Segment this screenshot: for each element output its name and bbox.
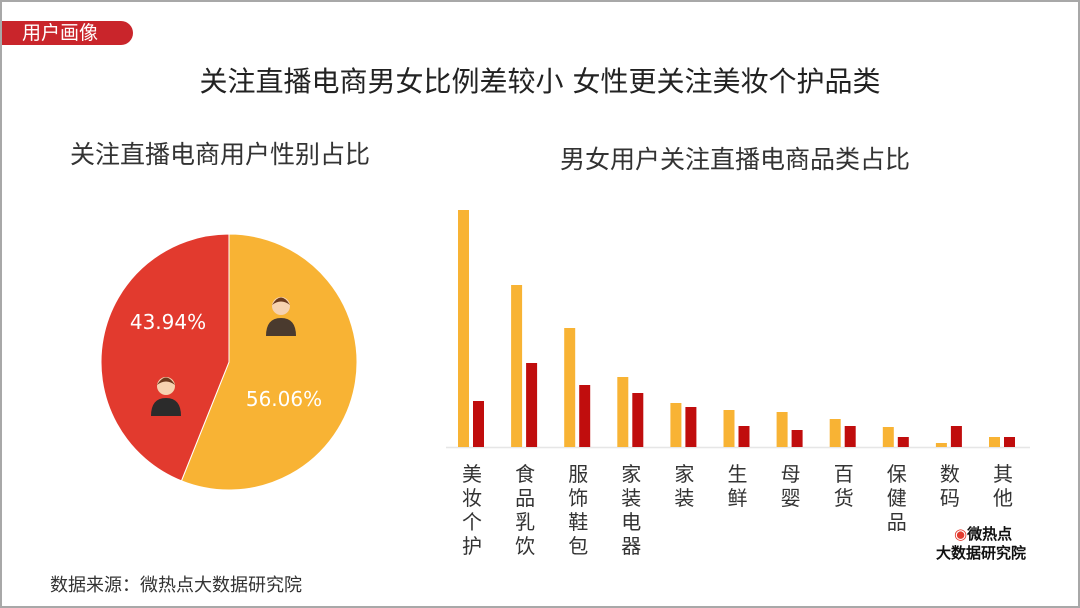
category-label: 食品乳饮 xyxy=(515,462,536,558)
bar-male-6 xyxy=(791,430,803,447)
bar-title: 男女用户关注直播电商品类占比 xyxy=(560,145,911,174)
bar-male-8 xyxy=(897,437,909,447)
bar-male-1 xyxy=(526,363,538,447)
pie-title: 关注直播电商用户性别占比 xyxy=(70,140,371,169)
category-label: 美妆个护 xyxy=(462,462,482,558)
category-label: 数码 xyxy=(939,462,960,510)
bar-male-0 xyxy=(473,401,484,447)
bar-female-7 xyxy=(829,419,841,447)
logo: ◉微热点 大数据研究院 xyxy=(936,525,1027,562)
section-tag: 用户画像 xyxy=(2,21,133,45)
category-label: 家装电器 xyxy=(621,462,642,558)
pie-slice-male xyxy=(100,233,230,482)
pie-label-female: 56.06% xyxy=(246,387,322,411)
category-label: 家装 xyxy=(674,462,695,510)
bar-female-9 xyxy=(935,443,947,447)
bar-female-3 xyxy=(617,377,629,447)
logo-line2: 大数据研究院 xyxy=(936,544,1027,562)
logo-line1: 微热点 xyxy=(967,525,1013,543)
bar-male-9 xyxy=(950,426,962,447)
page-title: 关注直播电商男女比例差较小 女性更关注美妆个护品类 xyxy=(199,65,881,98)
bar-female-1 xyxy=(511,285,523,447)
bar-male-5 xyxy=(738,426,750,447)
category-label: 保健品 xyxy=(886,462,907,534)
female-user-icon xyxy=(266,297,296,336)
category-label: 生鲜 xyxy=(727,462,748,510)
bar-female-5 xyxy=(723,410,735,447)
bar-female-6 xyxy=(776,412,788,447)
category-label: 母婴 xyxy=(780,462,801,510)
data-source: 数据来源：微热点大数据研究院 xyxy=(50,575,302,596)
category-label: 服饰鞋包 xyxy=(568,462,589,558)
bar-male-10 xyxy=(1004,437,1015,447)
pie-slice-female xyxy=(180,233,358,491)
bar-male-4 xyxy=(685,407,697,447)
pie-label-male: 43.94% xyxy=(130,310,206,334)
bar-female-10 xyxy=(989,437,1000,447)
bar-female-0 xyxy=(458,210,469,447)
bar-female-4 xyxy=(670,403,682,447)
bar-male-3 xyxy=(632,393,644,447)
bar-female-8 xyxy=(882,427,894,447)
bar-female-2 xyxy=(564,328,576,447)
category-label: 百货 xyxy=(833,462,854,510)
bar-male-2 xyxy=(579,385,591,447)
category-label: 其他 xyxy=(993,462,1013,510)
bar-male-7 xyxy=(844,426,856,447)
male-user-icon xyxy=(151,377,181,416)
